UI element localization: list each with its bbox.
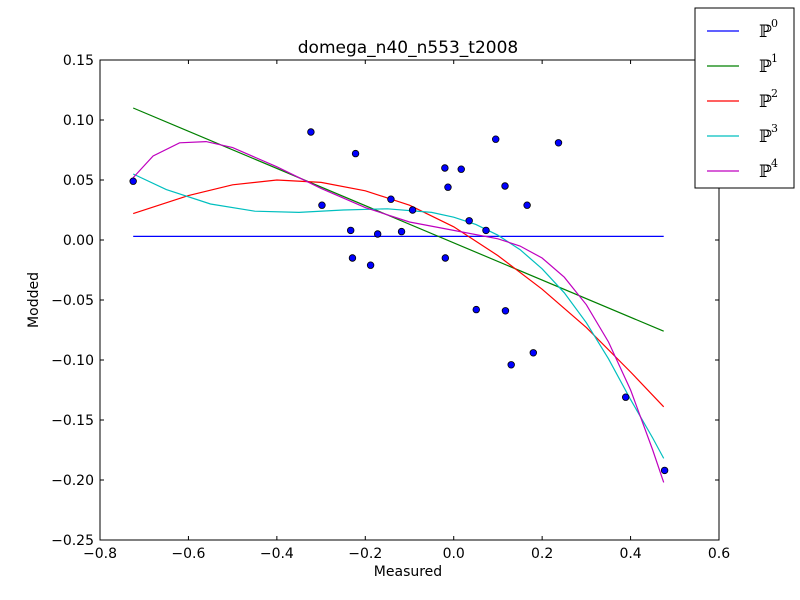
y-tick-label: −0.05 <box>51 293 94 309</box>
y-tick-label: 0.15 <box>63 53 94 69</box>
data-point <box>492 135 500 143</box>
legend-label-superscript: 1 <box>771 52 778 65</box>
legend-label-superscript: 2 <box>771 87 778 100</box>
data-point <box>129 177 137 185</box>
legend-label: ℙ <box>759 92 772 112</box>
data-point <box>346 226 355 235</box>
legend-label-superscript: 3 <box>771 122 778 135</box>
x-tick-label: 0.6 <box>708 546 730 562</box>
y-axis-label: Modded <box>26 272 42 328</box>
data-point <box>523 201 531 209</box>
data-point <box>373 230 382 238</box>
data-point <box>482 226 490 235</box>
x-axis-label: Measured <box>374 564 442 580</box>
chart-title: domega_n40_n553_t2008 <box>298 38 518 58</box>
legend-label: ℙ <box>759 162 772 182</box>
data-point <box>441 164 449 172</box>
legend-label: ℙ <box>759 127 772 147</box>
x-tick-label: −0.2 <box>348 546 382 562</box>
fit-line-p3 <box>132 173 665 459</box>
data-point <box>501 182 509 190</box>
y-tick-label: 0.00 <box>63 233 94 249</box>
data-point <box>660 466 669 475</box>
x-tick-label: −0.4 <box>260 546 294 562</box>
data-point <box>387 195 395 203</box>
data-point <box>351 149 360 158</box>
data-point <box>554 139 563 147</box>
y-tick-label: 0.05 <box>63 173 94 189</box>
legend-label: ℙ <box>759 22 772 42</box>
data-point <box>472 305 480 314</box>
data-point <box>397 227 406 236</box>
y-tick-label: −0.25 <box>51 533 94 549</box>
data-point <box>441 254 450 262</box>
fit-line-p2 <box>133 179 665 408</box>
x-tick-label: 0.0 <box>443 546 465 562</box>
y-tick-label: 0.10 <box>63 113 94 129</box>
data-point <box>348 254 357 262</box>
x-tick-label: 0.4 <box>619 546 641 562</box>
data-point <box>444 183 452 191</box>
data-point <box>501 307 510 315</box>
x-tick-label: −0.8 <box>83 546 117 562</box>
data-point <box>622 393 630 401</box>
x-tick-label: 0.2 <box>531 546 553 562</box>
y-tick-label: −0.10 <box>51 353 94 369</box>
data-point <box>457 165 465 173</box>
data-point <box>307 128 315 136</box>
plot-area: −0.8 −0.6 −0.4 −0.2 0.0 0.2 0.4 0.6 0.15 0.10 0.05… <box>51 53 730 562</box>
x-tick-label: −0.6 <box>171 546 205 562</box>
data-point <box>529 349 537 357</box>
fit-line-p4 <box>132 140 665 483</box>
legend-label-superscript: 0 <box>771 17 778 30</box>
y-tick-label: −0.20 <box>51 473 94 489</box>
legend-box <box>694 7 795 189</box>
legend-label-superscript: 4 <box>771 157 778 170</box>
legend-label: ℙ <box>759 57 772 77</box>
legend: ℙ 0ℙ 1ℙ 2ℙ 3ℙ 4 <box>694 7 795 189</box>
data-point <box>366 261 375 269</box>
y-tick-label: −0.15 <box>51 413 94 429</box>
data-point <box>318 201 326 209</box>
data-point <box>465 217 473 225</box>
data-point <box>408 206 417 214</box>
data-point <box>507 361 515 369</box>
